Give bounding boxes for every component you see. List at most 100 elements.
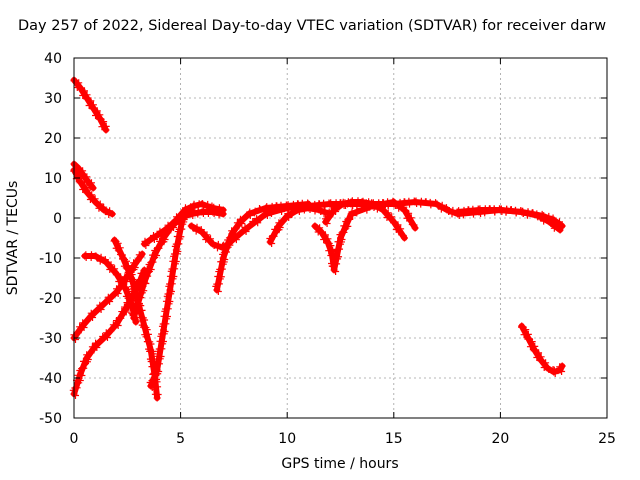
data-point xyxy=(161,328,169,335)
data-point xyxy=(79,92,87,99)
data-point xyxy=(235,231,243,239)
data-point xyxy=(130,278,138,286)
series-arc-l xyxy=(212,199,312,295)
data-point xyxy=(160,227,168,235)
data-point xyxy=(330,254,338,262)
data-point xyxy=(117,283,125,291)
data-point xyxy=(175,225,183,233)
data-point xyxy=(172,258,180,265)
data-point xyxy=(87,349,95,357)
data-point xyxy=(280,217,288,225)
data-point xyxy=(113,320,121,328)
data-point xyxy=(142,273,150,280)
data-point xyxy=(97,306,105,313)
data-point xyxy=(344,222,352,230)
data-point xyxy=(333,245,341,253)
series-arc-r xyxy=(517,323,566,377)
x-tick-label: 5 xyxy=(176,431,185,447)
y-tick-label: 40 xyxy=(44,51,62,67)
data-point xyxy=(226,241,234,249)
y-axis-label: SDTVAR / TECUs xyxy=(5,180,21,296)
data-point xyxy=(209,204,217,212)
data-point xyxy=(79,186,87,193)
grid-lines xyxy=(74,58,607,418)
data-point xyxy=(177,233,185,241)
data-point xyxy=(518,208,526,216)
data-point xyxy=(103,334,111,341)
data-point xyxy=(96,114,104,122)
data-point xyxy=(72,336,79,343)
data-point xyxy=(432,200,440,208)
data-point xyxy=(91,309,99,317)
data-point xyxy=(384,209,392,217)
data-point xyxy=(241,214,249,222)
data-point xyxy=(150,236,158,243)
data-point xyxy=(417,200,425,208)
data-point xyxy=(84,190,92,197)
data-point xyxy=(76,370,84,378)
data-point xyxy=(405,209,413,217)
data-point xyxy=(278,218,286,225)
data-point xyxy=(87,97,95,105)
data-point xyxy=(406,216,414,224)
data-point xyxy=(83,317,91,325)
data-point xyxy=(180,216,188,223)
data-point xyxy=(153,394,161,402)
data-point xyxy=(114,246,122,254)
data-point xyxy=(245,210,253,218)
data-point xyxy=(107,327,115,335)
data-point xyxy=(113,270,121,278)
series-arc-a xyxy=(70,77,110,133)
y-tick-label: -20 xyxy=(39,291,62,307)
data-point xyxy=(518,322,526,330)
data-point xyxy=(192,227,200,235)
data-point xyxy=(106,298,114,305)
data-point xyxy=(288,210,296,218)
data-point xyxy=(83,354,91,362)
data-point xyxy=(411,198,419,206)
data-point xyxy=(87,179,95,187)
data-point xyxy=(184,210,192,218)
data-point xyxy=(96,200,104,208)
data-point xyxy=(167,288,175,295)
data-points xyxy=(69,76,566,402)
data-point xyxy=(331,202,339,209)
data-point xyxy=(75,79,83,87)
data-point xyxy=(166,286,174,294)
data-point xyxy=(104,296,112,304)
data-point xyxy=(198,208,206,216)
data-point xyxy=(182,211,190,219)
data-point xyxy=(131,316,139,323)
plot-frame xyxy=(73,57,608,419)
data-point xyxy=(153,252,161,259)
data-point xyxy=(390,218,398,226)
data-point xyxy=(328,250,336,258)
data-point xyxy=(172,216,180,224)
data-point xyxy=(383,214,391,221)
data-point xyxy=(103,260,111,267)
data-point xyxy=(203,231,211,239)
data-point xyxy=(114,290,122,297)
data-point xyxy=(228,230,236,238)
data-point xyxy=(91,342,99,350)
data-point xyxy=(311,222,319,230)
data-point xyxy=(198,228,206,236)
data-point xyxy=(96,257,104,265)
data-point xyxy=(166,298,174,305)
data-point xyxy=(135,301,143,309)
data-point xyxy=(217,273,225,281)
data-point xyxy=(395,201,403,209)
data-point xyxy=(149,350,157,358)
data-point xyxy=(147,340,155,348)
data-point xyxy=(326,200,334,208)
data-point xyxy=(140,278,148,286)
data-point xyxy=(249,218,257,226)
data-point xyxy=(140,287,148,295)
data-point xyxy=(187,222,195,230)
data-point xyxy=(114,239,122,247)
data-point xyxy=(93,107,101,115)
x-tick-label: 15 xyxy=(385,431,403,447)
data-point xyxy=(238,220,246,227)
data-point xyxy=(324,238,332,246)
data-point xyxy=(122,264,130,272)
